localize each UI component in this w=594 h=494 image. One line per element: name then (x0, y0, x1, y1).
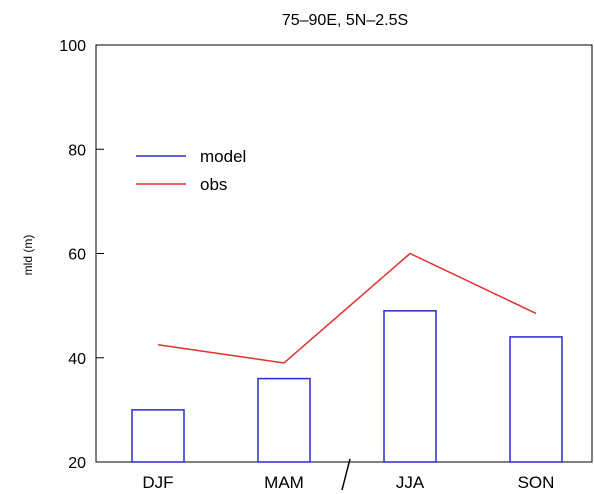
y-tick-label: 80 (68, 142, 86, 159)
chart-title: 75–90E, 5N–2.5S (282, 12, 408, 29)
legend: model obs (136, 147, 246, 194)
x-tick-label: DJF (142, 473, 173, 492)
stray-mark (341, 458, 351, 491)
y-tick-label: 60 (68, 247, 86, 264)
legend-label-obs: obs (200, 175, 227, 194)
y-tick-label: 20 (68, 455, 86, 472)
model-bars (131, 310, 563, 463)
obs-series-line (157, 252, 537, 364)
bar-son (509, 336, 563, 463)
y-axis-label: mld (m) (21, 235, 35, 276)
x-tick-label: SON (518, 473, 555, 492)
bar-jja (383, 310, 437, 463)
bar-mam (257, 377, 311, 463)
y-tick-label: 100 (59, 38, 86, 55)
obs-line (157, 252, 537, 364)
x-tick-labels: DJF MAM JJA SON (142, 473, 554, 492)
y-tick-label: 40 (68, 351, 86, 368)
legend-label-model: model (200, 147, 246, 166)
plot-frame (95, 44, 593, 463)
bar-djf (131, 409, 185, 463)
y-ticks: 20 40 60 80 100 (59, 38, 104, 472)
x-tick-label: JJA (396, 473, 425, 492)
x-tick-label: MAM (264, 473, 304, 492)
